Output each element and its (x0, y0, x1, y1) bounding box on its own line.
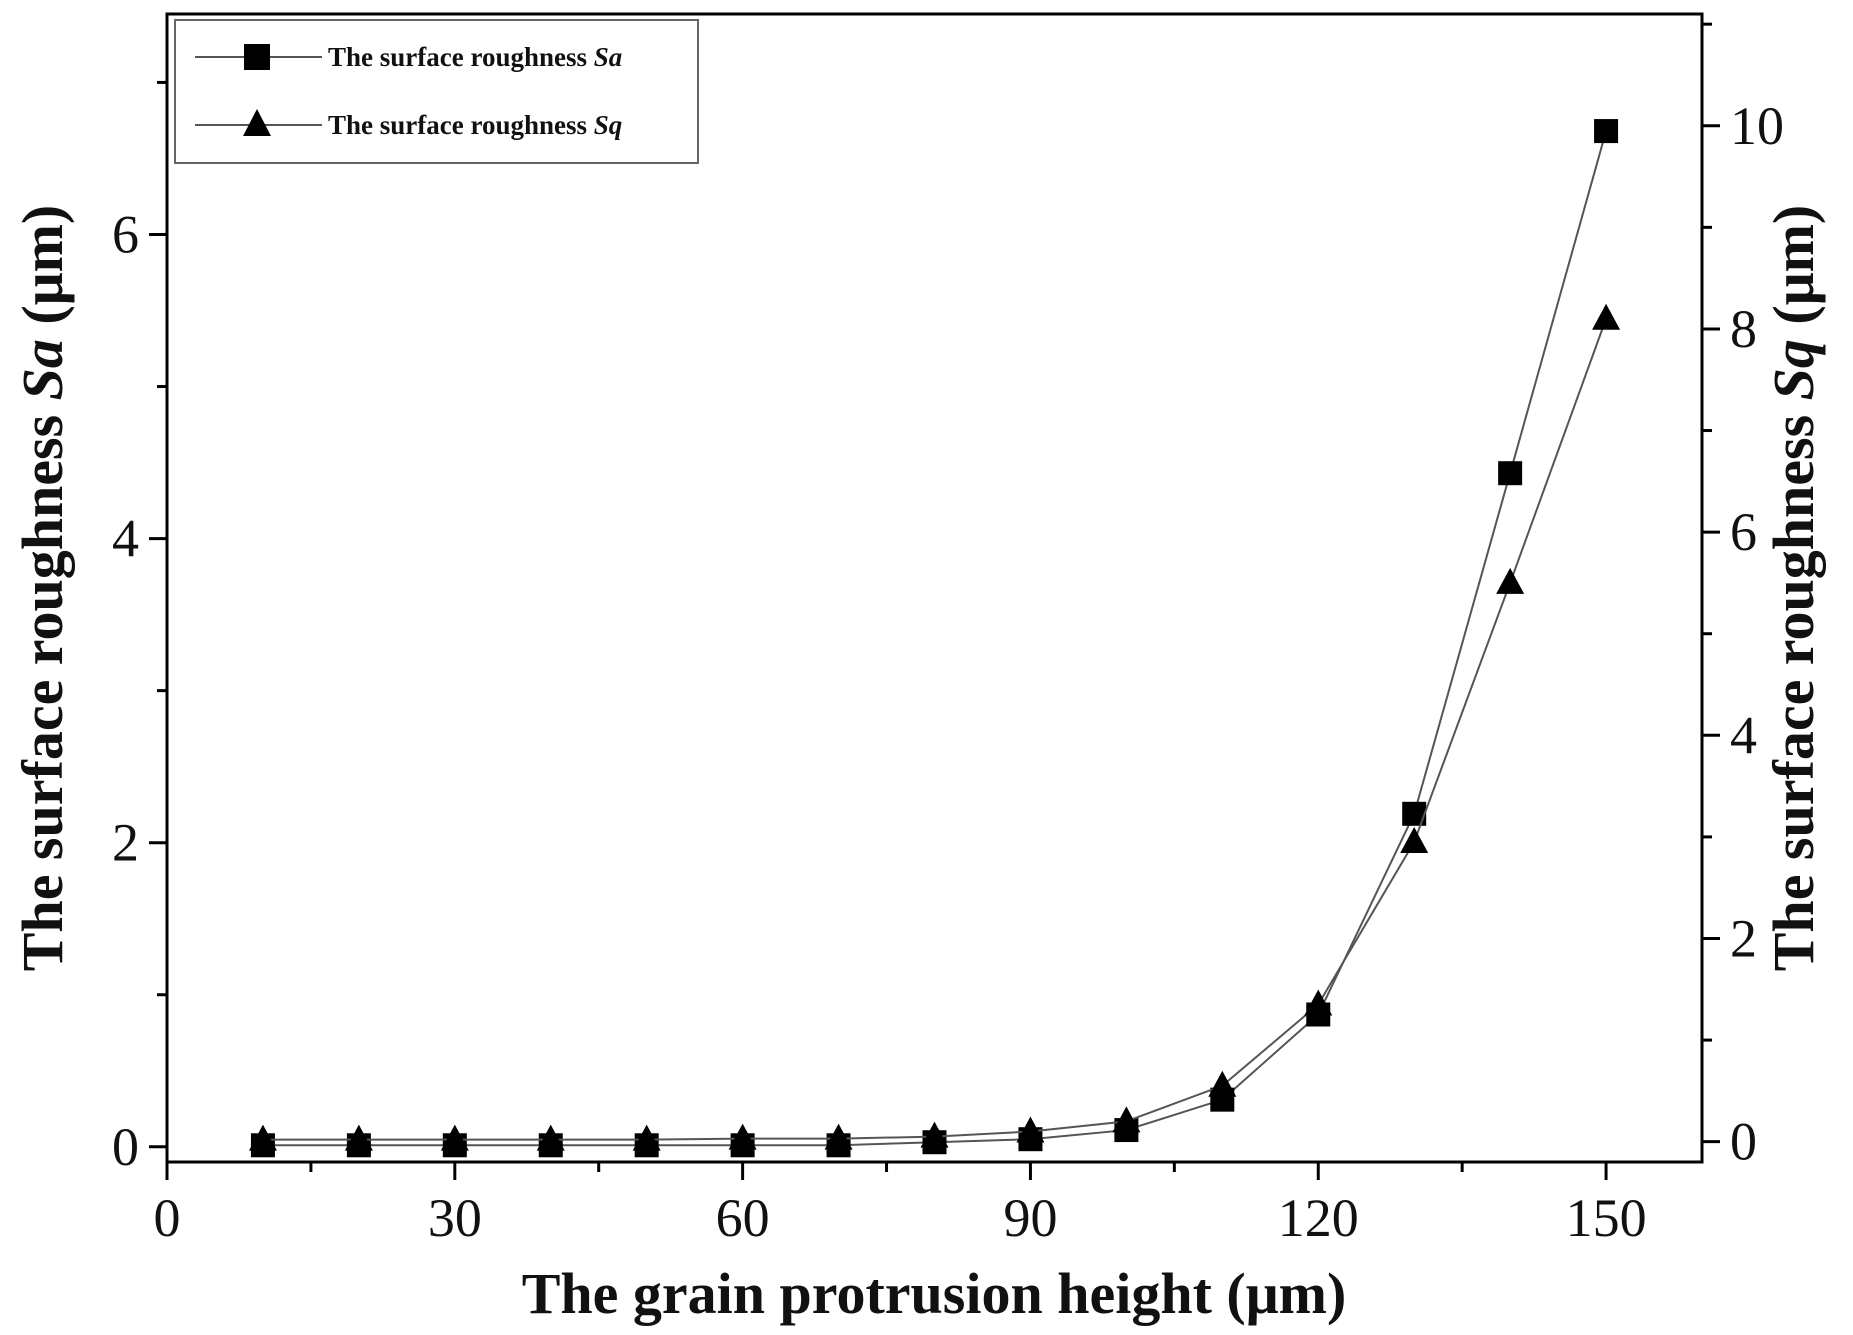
y-left-axis-ticks: 0 2 4 6 (112, 80, 167, 1177)
y-right-axis-ticks: 0 2 4 6 8 10 (1702, 22, 1784, 1172)
legend-marker-sq (243, 109, 271, 136)
x-tick-label: 120 (1278, 1188, 1359, 1248)
legend-box (174, 19, 699, 164)
data-point-sq (728, 1123, 757, 1150)
y-right-tick-label: 10 (1730, 96, 1784, 156)
data-point-sq (248, 1124, 277, 1151)
legend: The surface roughness Sa The surface rou… (174, 19, 699, 164)
x-tick-label: 150 (1566, 1188, 1647, 1248)
data-point-sa (1594, 119, 1619, 144)
x-tick-label: 60 (716, 1188, 770, 1248)
y-left-tick-label: 6 (112, 204, 139, 264)
y-left-axis-title: The surface roughness Sa (μm) (10, 205, 75, 972)
x-axis-title: The grain protrusion height (μm) (522, 1261, 1347, 1326)
data-point-sq (1592, 303, 1621, 330)
legend-label-sa: The surface roughness Sa (328, 42, 622, 72)
series-line-sa (262, 130, 1608, 1147)
data-point-sq (632, 1124, 661, 1151)
data-point-sq (1304, 989, 1333, 1016)
data-point-sq (440, 1124, 469, 1151)
data-point-sq (536, 1124, 565, 1151)
x-axis-ticks: 0 30 60 90 120 150 (154, 1162, 1647, 1248)
y-right-tick-label: 8 (1730, 299, 1757, 359)
data-point-sq (1016, 1116, 1045, 1143)
y-left-tick-label: 4 (112, 509, 139, 569)
legend-marker-sa (244, 44, 270, 70)
data-point-sq (1496, 567, 1525, 594)
data-point-sq (1208, 1070, 1237, 1097)
series-layer (248, 119, 1621, 1158)
y-right-axis-title: The surface roughness Sq (μm) (1761, 205, 1826, 972)
y-right-tick-label: 2 (1730, 908, 1757, 968)
data-point-sq (920, 1121, 949, 1148)
y-right-tick-label: 0 (1730, 1112, 1757, 1172)
data-point-sq (344, 1124, 373, 1151)
data-point-sq (1112, 1106, 1141, 1133)
y-right-tick-label: 6 (1730, 502, 1757, 562)
y-left-tick-label: 2 (112, 813, 139, 873)
x-tick-label: 30 (428, 1188, 482, 1248)
data-point-sa (1402, 801, 1427, 826)
x-tick-label: 0 (154, 1188, 181, 1248)
x-tick-label: 90 (1003, 1188, 1057, 1248)
legend-label-sq: The surface roughness Sq (328, 110, 622, 140)
y-right-tick-label: 4 (1730, 705, 1757, 765)
data-point-sq (1400, 826, 1429, 853)
y-left-tick-label: 0 (112, 1117, 139, 1177)
data-point-sq (824, 1123, 853, 1150)
series-line-sq (262, 318, 1608, 1141)
data-point-sa (1498, 461, 1523, 486)
plot-frame (165, 12, 1704, 1164)
